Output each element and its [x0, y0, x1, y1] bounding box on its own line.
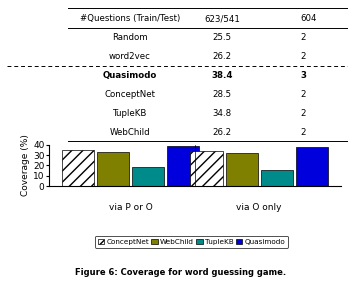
- Text: 38.4: 38.4: [211, 71, 232, 80]
- Text: 34.8: 34.8: [212, 109, 231, 118]
- Bar: [62, 150, 94, 186]
- Text: Table 8: Accuracy of answ: Table 8: Accuracy of answ: [210, 154, 336, 163]
- Text: via P or O: via P or O: [109, 203, 152, 212]
- Legend: ConceptNet, WebChild, TupleKB, Quasimodo: ConceptNet, WebChild, TupleKB, Quasimodo: [95, 236, 288, 248]
- Text: #Questions (Train/Test): #Questions (Train/Test): [80, 14, 180, 23]
- Text: 26.2: 26.2: [212, 52, 231, 61]
- Text: Random: Random: [112, 33, 148, 42]
- Bar: [261, 170, 293, 186]
- Bar: [132, 168, 164, 186]
- Bar: [296, 147, 328, 186]
- Text: ConceptNet: ConceptNet: [104, 90, 155, 99]
- Text: 2: 2: [300, 52, 306, 61]
- Text: 604: 604: [300, 14, 317, 23]
- Text: 25.5: 25.5: [212, 33, 231, 42]
- Text: word2vec: word2vec: [109, 52, 151, 61]
- Bar: [97, 152, 129, 186]
- Text: WebChild: WebChild: [109, 128, 150, 137]
- Text: 623/541: 623/541: [204, 14, 240, 23]
- Text: via O only: via O only: [236, 203, 282, 212]
- Text: Quasimodo: Quasimodo: [103, 71, 157, 80]
- Text: Figure 6: Coverage for word guessing game.: Figure 6: Coverage for word guessing gam…: [76, 268, 286, 277]
- Text: 28.5: 28.5: [212, 90, 231, 99]
- Text: 2: 2: [300, 128, 306, 137]
- Bar: [226, 153, 258, 186]
- Text: 2: 2: [300, 33, 306, 42]
- Text: 2: 2: [300, 90, 306, 99]
- Text: 26.2: 26.2: [212, 128, 231, 137]
- Text: TupleKB: TupleKB: [112, 109, 147, 118]
- Text: 2: 2: [300, 109, 306, 118]
- Text: 3: 3: [300, 71, 306, 80]
- Y-axis label: Coverage (%): Coverage (%): [21, 135, 30, 196]
- Bar: [167, 146, 199, 186]
- Bar: [190, 151, 223, 186]
